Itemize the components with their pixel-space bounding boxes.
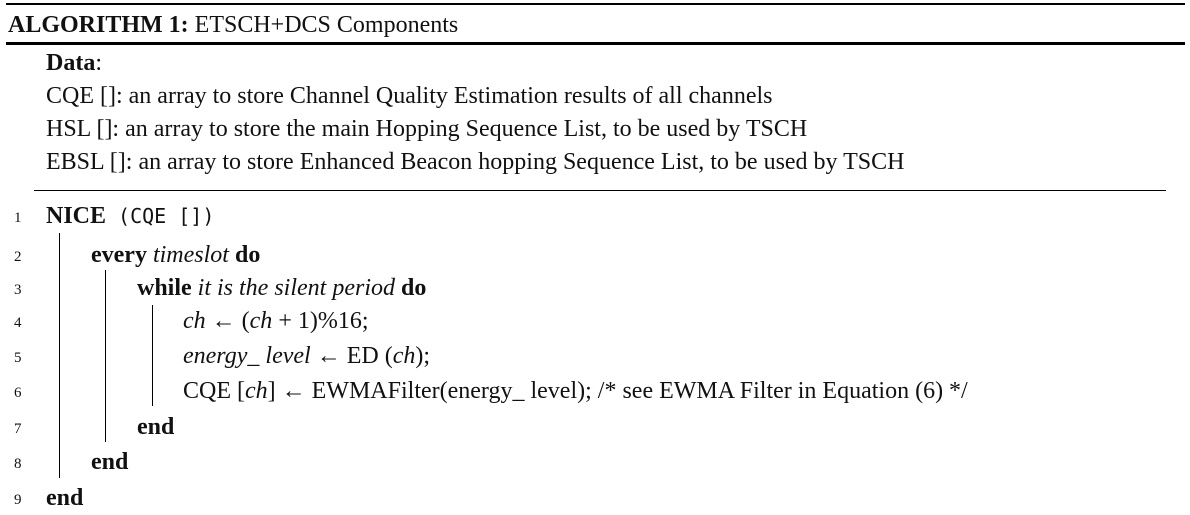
line-number: 8 [14, 456, 22, 472]
data-item-cqe: CQE []: an array to store Channel Qualit… [46, 83, 773, 109]
keyword: while [137, 275, 192, 301]
heading-rule [6, 42, 1185, 45]
line-number: 7 [14, 421, 22, 437]
scope-bar-while [152, 305, 153, 406]
variable: ch [392, 343, 416, 369]
data-item-ebsl: EBSL []: an array to store Enhanced Beac… [46, 149, 905, 175]
algorithm-title: ETSCH+DCS Components [194, 12, 459, 38]
expression: + 1)%16; [272, 308, 369, 334]
condition: it is the silent period [197, 275, 395, 301]
expression: ← ED ( [310, 343, 393, 369]
variable: ch [249, 308, 273, 334]
code-line-3: 3 while it is the silent period do [0, 273, 1190, 303]
expression: ] ← EWMAFilter(energy_ level); /* see EW… [267, 378, 968, 404]
line-number: 2 [14, 249, 22, 265]
code-content: end [91, 447, 128, 477]
code-line-7: 7 end [0, 412, 1190, 442]
data-rule [34, 190, 1166, 191]
code-line-8: 8 end [0, 447, 1190, 477]
variable: ch [245, 378, 268, 404]
expression: CQE [ [183, 378, 245, 404]
code-content: NICE (CQE []) [46, 201, 214, 231]
condition: timeslot [152, 242, 229, 268]
code-content: energy_ level ← ED (ch); [183, 341, 430, 371]
line-number: 5 [14, 350, 22, 366]
line-number: 9 [14, 492, 22, 508]
code-line-1: 1 NICE (CQE []) [0, 201, 1190, 231]
variable: energy_ level [183, 343, 311, 369]
code-content: every timeslot do [91, 240, 260, 270]
code-line-6: 6 CQE [ch] ← EWMAFilter(energy_ level); … [0, 376, 1190, 406]
code-line-4: 4 ch ← (ch + 1)%16; [0, 306, 1190, 336]
code-line-2: 2 every timeslot do [0, 240, 1190, 270]
keyword: do [234, 242, 261, 268]
top-rule [6, 3, 1185, 5]
variable: ch [183, 308, 206, 334]
keyword: end [137, 414, 175, 440]
algorithm-heading: ALGORITHM 1: ETSCH+DCS Components [8, 10, 458, 40]
function-name: NICE [46, 203, 107, 229]
data-title-colon: : [95, 50, 102, 76]
scope-bar-every [105, 270, 106, 442]
data-title-line: Data: [46, 48, 102, 78]
keyword: end [46, 485, 84, 511]
expression: ← ( [205, 308, 250, 334]
line-number: 6 [14, 385, 22, 401]
line-number: 3 [14, 282, 22, 298]
code-content: ch ← (ch + 1)%16; [183, 306, 369, 336]
expression: ); [415, 343, 431, 369]
scope-bar-nice [59, 233, 60, 478]
code-content: end [137, 412, 174, 442]
data-title: Data [46, 50, 96, 76]
code-line-9: 9 end [0, 483, 1190, 513]
line-number: 4 [14, 315, 22, 331]
code-content: CQE [ch] ← EWMAFilter(energy_ level); /*… [183, 376, 968, 406]
code-content: while it is the silent period do [137, 273, 426, 303]
line-number: 1 [14, 210, 22, 226]
keyword: end [91, 449, 129, 475]
code-content: end [46, 483, 83, 513]
keyword: do [401, 275, 427, 301]
data-item-hsl: HSL []: an array to store the main Hoppi… [46, 116, 808, 142]
code-line-5: 5 energy_ level ← ED (ch); [0, 341, 1190, 371]
keyword: every [91, 242, 147, 268]
algorithm-label: ALGORITHM 1: [8, 12, 189, 38]
function-args: (CQE []) [106, 204, 215, 228]
